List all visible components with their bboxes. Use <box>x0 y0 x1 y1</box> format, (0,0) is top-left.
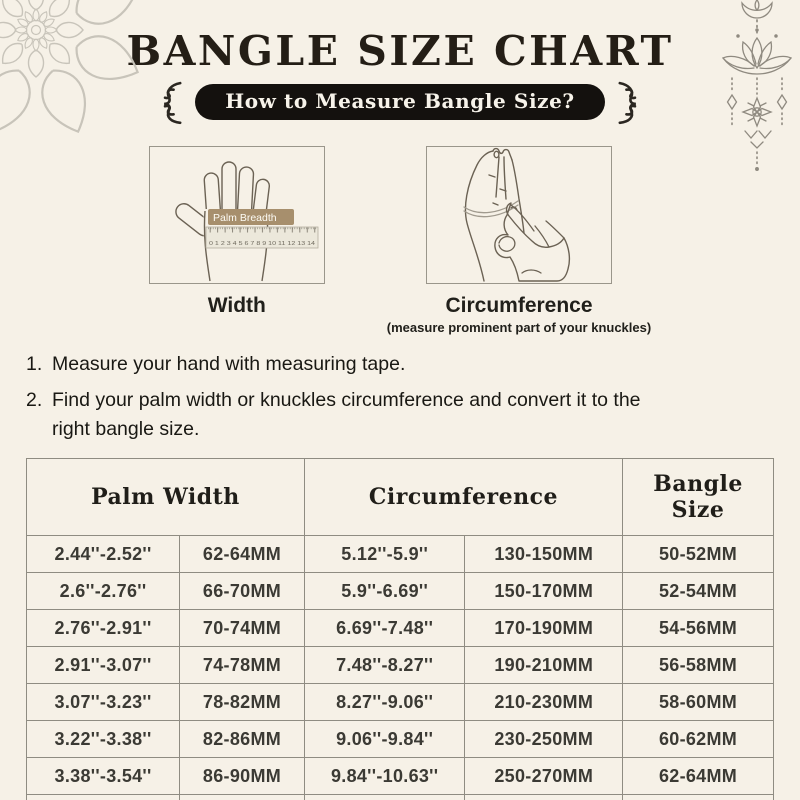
table-cell: 5.12''-5.9'' <box>303 535 466 573</box>
instruction-text: Measure your hand with measuring tape. <box>52 353 406 375</box>
instruction-number: 2. <box>26 389 43 411</box>
table-cell: 3.22''-3.38'' <box>25 720 181 758</box>
table-cell: 70-74MM <box>179 609 305 647</box>
palm-width-figure: 0 1 2 3 4 5 6 7 8 9 10 11 12 13 14 Palm … <box>148 146 325 320</box>
table-cell: 8.27''-9.06'' <box>303 683 466 721</box>
table-cell: 3.38''-3.54'' <box>25 757 181 795</box>
header-bangle-size: Bangle Size <box>622 458 774 536</box>
table-cell: 62-64MM <box>179 535 305 573</box>
table-cell: 3.07''-3.23'' <box>25 683 181 721</box>
table-cell: 86-90MM <box>179 757 305 795</box>
table-row: 2.91''-3.07'' 74-78MM 7.48''-8.27'' 190-210… <box>25 646 774 684</box>
table-cell: 62-64MM <box>622 757 774 795</box>
table-cell: 60-62MM <box>622 720 774 758</box>
tape-label: Palm Breadth <box>213 212 277 224</box>
table-cell: 3.54''-3.7'' <box>25 794 181 800</box>
ruler-numbers: 0 1 2 3 4 5 6 7 8 9 10 11 12 13 14 <box>209 241 315 247</box>
measurement-figures: 0 1 2 3 4 5 6 7 8 9 10 11 12 13 14 Palm … <box>0 146 800 336</box>
circumference-illustration <box>426 146 612 284</box>
table-row: 2.6''-2.76'' 66-70MM 5.9''-6.69'' 150-170MM… <box>25 572 774 610</box>
instruction-number: 1. <box>26 353 43 375</box>
circumference-note: (measure prominent part of your knuckles… <box>386 320 652 335</box>
instruction-item-1: 1. Measure your hand with measuring tape… <box>26 350 774 379</box>
table-cell: 74-78MM <box>179 646 305 684</box>
table-cell: 7.48''-8.27'' <box>303 646 466 684</box>
circumference-caption: Circumference <box>445 294 593 317</box>
table-cell: 78-82MM <box>179 683 305 721</box>
table-cell: 170-190MM <box>464 609 624 647</box>
instructions: 1. Measure your hand with measuring tape… <box>26 350 774 444</box>
table-cell: 2.6''-2.76'' <box>25 572 181 610</box>
table-cell: 130-150MM <box>464 535 624 573</box>
table-cell: 5.9''-6.69'' <box>303 572 466 610</box>
table-header-row: Palm Width Circumference Bangle Size <box>26 458 774 536</box>
circumference-figure: Circumference (measure prominent part of… <box>387 146 651 336</box>
palm-width-illustration: 0 1 2 3 4 5 6 7 8 9 10 11 12 13 14 Palm … <box>148 146 325 284</box>
size-table: Palm Width Circumference Bangle Size 2.4… <box>25 458 774 800</box>
table-cell: 9.84''-10.63'' <box>303 757 466 795</box>
table-cell: 2.44''-2.52'' <box>25 535 181 573</box>
table-cell: 210-230MM <box>464 683 624 721</box>
table-row: 3.22''-3.38'' 82-86MM 9.06''-9.84'' 230-250… <box>25 720 774 758</box>
instruction-text-line: right bangle size. <box>52 418 200 440</box>
table-cell: 270-290MM <box>464 794 624 800</box>
mandala-icon <box>0 0 140 134</box>
table-cell: 54-56MM <box>622 609 774 647</box>
table-cell: 6.69''-7.48'' <box>303 609 466 647</box>
table-cell: 10.63''-11.41'' <box>303 794 466 800</box>
width-caption: Width <box>207 294 266 317</box>
page-title: BANGLE SIZE CHART <box>126 27 674 75</box>
instruction-text-line: Find your palm width or knuckles circumf… <box>52 389 641 411</box>
table-cell: 64-66MM <box>622 794 774 800</box>
how-to-measure-badge: How to Measure Bangle Size? <box>195 84 605 120</box>
table-cell: 2.91''-3.07'' <box>25 646 181 684</box>
flourish-left-icon <box>163 81 182 125</box>
table-cell: 56-58MM <box>622 646 774 684</box>
table-cell: 230-250MM <box>464 720 624 758</box>
table-row: 3.54''-3.7''90-94MM10.63''-11.41''270-29… <box>25 794 774 800</box>
table-cell: 250-270MM <box>464 757 624 795</box>
instruction-item-2: 2. Find your palm width or knuckles circ… <box>26 386 774 444</box>
table-cell: 9.06''-9.84'' <box>303 720 466 758</box>
table-cell: 52-54MM <box>622 572 774 610</box>
table-cell: 150-170MM <box>464 572 624 610</box>
badge-row: How to Measure Bangle Size? <box>0 81 800 125</box>
table-cell: 50-52MM <box>622 535 774 573</box>
table-cell: 190-210MM <box>464 646 624 684</box>
table-cell: 58-60MM <box>622 683 774 721</box>
size-table-body: 2.44''-2.52'' 62-64MM 5.12''-5.9'' 130-150M… <box>25 535 774 800</box>
table-cell: 2.76''-2.91'' <box>25 609 181 647</box>
table-row: 3.38''-3.54'' 86-90MM 9.84''-10.63'' 250-27… <box>25 757 774 795</box>
header-circumference: Circumference <box>303 458 624 536</box>
table-row: 2.76''-2.91'' 70-74MM 6.69''-7.48'' 170-190… <box>25 609 774 647</box>
table-row: 2.44''-2.52'' 62-64MM 5.12''-5.9'' 130-150M… <box>25 535 774 573</box>
table-cell: 82-86MM <box>179 720 305 758</box>
table-cell: 90-94MM <box>179 794 305 800</box>
flourish-right-icon <box>618 81 637 125</box>
instruction-text: Find your palm width or knuckles circumf… <box>52 386 641 444</box>
table-cell: 66-70MM <box>179 572 305 610</box>
header-palm-width: Palm Width <box>26 458 305 536</box>
table-row: 3.07''-3.23'' 78-82MM 8.27''-9.06'' 210-230… <box>25 683 774 721</box>
